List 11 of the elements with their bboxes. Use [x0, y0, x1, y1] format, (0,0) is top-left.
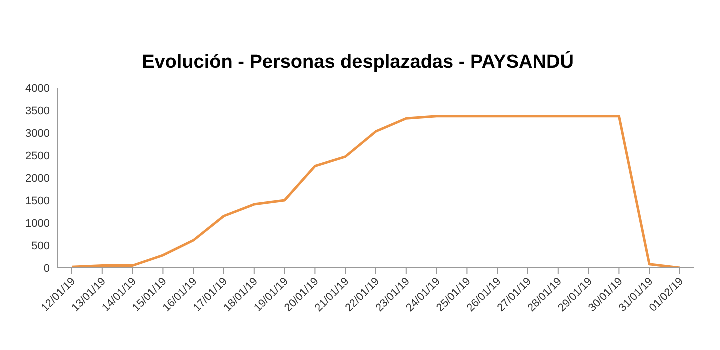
y-tick-label: 1500 [26, 195, 50, 208]
line-series [70, 115, 682, 268]
y-tick-label: 4000 [26, 82, 50, 95]
y-tick-label: 0 [44, 262, 50, 275]
y-tick-label: 500 [32, 240, 50, 252]
y-tick-label: 3500 [26, 105, 50, 118]
y-tick-label: 2500 [26, 150, 50, 162]
y-tick-label: 3000 [26, 128, 50, 140]
chart-title: Evolución - Personas desplazadas - PAYSANDÚ [141, 52, 575, 75]
y-tick-label: 2000 [26, 172, 50, 185]
y-tick-label: 1000 [26, 218, 50, 230]
